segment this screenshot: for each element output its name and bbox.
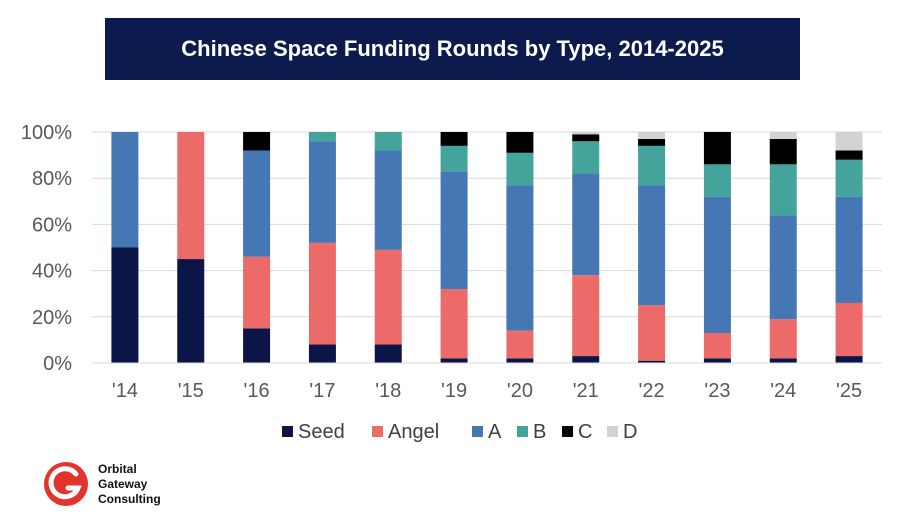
bar-segment <box>703 332 731 359</box>
bar-segment <box>835 196 863 303</box>
logo-text-line2: Gateway <box>98 476 148 491</box>
bar-segment <box>374 132 402 151</box>
x-tick-label: '19 <box>441 380 467 402</box>
bar-segment <box>243 132 271 151</box>
bar-segment <box>440 145 468 172</box>
x-tick-label: '16 <box>244 380 270 402</box>
bar-segment <box>703 164 731 197</box>
x-tick-label: '18 <box>375 380 401 402</box>
bar-segment <box>506 152 534 186</box>
x-tick-label: '14 <box>112 380 138 402</box>
bar-segment <box>638 185 666 306</box>
bar-segment <box>308 141 336 243</box>
legend-label: A <box>488 421 502 443</box>
bar-segment <box>374 150 402 250</box>
bar-segment <box>177 132 205 260</box>
bar-segment <box>440 289 468 359</box>
y-tick-label: 20% <box>32 307 72 329</box>
logo-mark-icon <box>44 462 88 506</box>
bar-segment <box>177 259 205 363</box>
bar-segment <box>374 344 402 363</box>
bar-segment <box>703 196 731 333</box>
bar-segment <box>638 145 666 186</box>
bar-segment <box>769 319 797 359</box>
logo-text-line3: Consulting <box>98 491 161 506</box>
bar-segment <box>703 132 731 165</box>
bar-segment <box>440 171 468 290</box>
bar-segment <box>308 242 336 345</box>
bar-segment <box>769 358 797 363</box>
bar-segment <box>111 247 139 363</box>
legend-label: B <box>533 421 546 443</box>
x-tick-label: '17 <box>309 380 335 402</box>
y-tick-label: 0% <box>43 353 72 375</box>
y-tick-label: 80% <box>32 168 72 190</box>
x-tick-label: '22 <box>639 380 665 402</box>
y-tick-label: 40% <box>32 261 72 283</box>
legend-swatch <box>472 426 483 437</box>
legend-swatch <box>607 426 618 437</box>
x-tick-label: '24 <box>770 380 796 402</box>
bar-segment <box>572 356 600 363</box>
bar-segment <box>835 150 863 160</box>
bar-segment <box>703 358 731 363</box>
bar-segment <box>440 132 468 146</box>
x-tick-label: '23 <box>704 380 730 402</box>
bar-segment <box>835 159 863 197</box>
logo-text-line1: Orbital <box>98 461 137 476</box>
bar-segment <box>506 185 534 331</box>
stacked-bar-chart: 0% 20% 40% 60% 80% 100% '14 '15 '16 '17 '18 '19 '20 '… <box>21 122 882 443</box>
legend-label: Angel <box>388 421 439 443</box>
bar-segment <box>111 132 139 248</box>
bar-segment <box>308 344 336 363</box>
bar-segment <box>308 132 336 142</box>
bar-segment <box>638 305 666 361</box>
legend-swatch <box>372 426 383 437</box>
bar-segment <box>572 134 600 142</box>
y-tick-label: 100% <box>21 122 72 144</box>
bar-segment <box>572 141 600 174</box>
bar-segment <box>638 360 666 363</box>
bar-segment <box>506 358 534 363</box>
bar-segment <box>638 132 666 139</box>
bar-segment <box>374 249 402 345</box>
legend-swatch <box>517 426 528 437</box>
chart-title: Chinese Space Funding Rounds by Type, 20… <box>181 36 724 61</box>
bar-segment <box>638 138 666 146</box>
chart-title-banner: Chinese Space Funding Rounds by Type, 20… <box>105 18 800 80</box>
bar-segment <box>243 328 271 363</box>
legend-label: Seed <box>298 421 345 443</box>
company-logo: Orbital Gateway Consulting <box>42 460 161 508</box>
bar-segment <box>440 358 468 363</box>
x-tick-label: '25 <box>836 380 862 402</box>
bar-segment <box>572 132 600 135</box>
bar-segment <box>243 256 271 329</box>
legend-label: D <box>623 421 637 443</box>
bar-segment <box>835 132 863 151</box>
x-tick-label: '21 <box>573 380 599 402</box>
x-tick-label: '15 <box>178 380 204 402</box>
bar-segment <box>572 275 600 357</box>
x-tick-label: '20 <box>507 380 533 402</box>
bar-segment <box>506 330 534 359</box>
bar-segment <box>769 215 797 320</box>
bar-segment <box>506 132 534 153</box>
legend-label: C <box>578 421 592 443</box>
bar-segment <box>243 150 271 257</box>
bar-segment <box>769 138 797 165</box>
legend-swatch <box>282 426 293 437</box>
bar-segment <box>835 302 863 357</box>
bar-segment <box>769 132 797 139</box>
y-tick-label: 60% <box>32 214 72 236</box>
bar-segment <box>769 164 797 216</box>
legend-swatch <box>562 426 573 437</box>
bar-segment <box>835 356 863 363</box>
bar-segment <box>572 173 600 276</box>
